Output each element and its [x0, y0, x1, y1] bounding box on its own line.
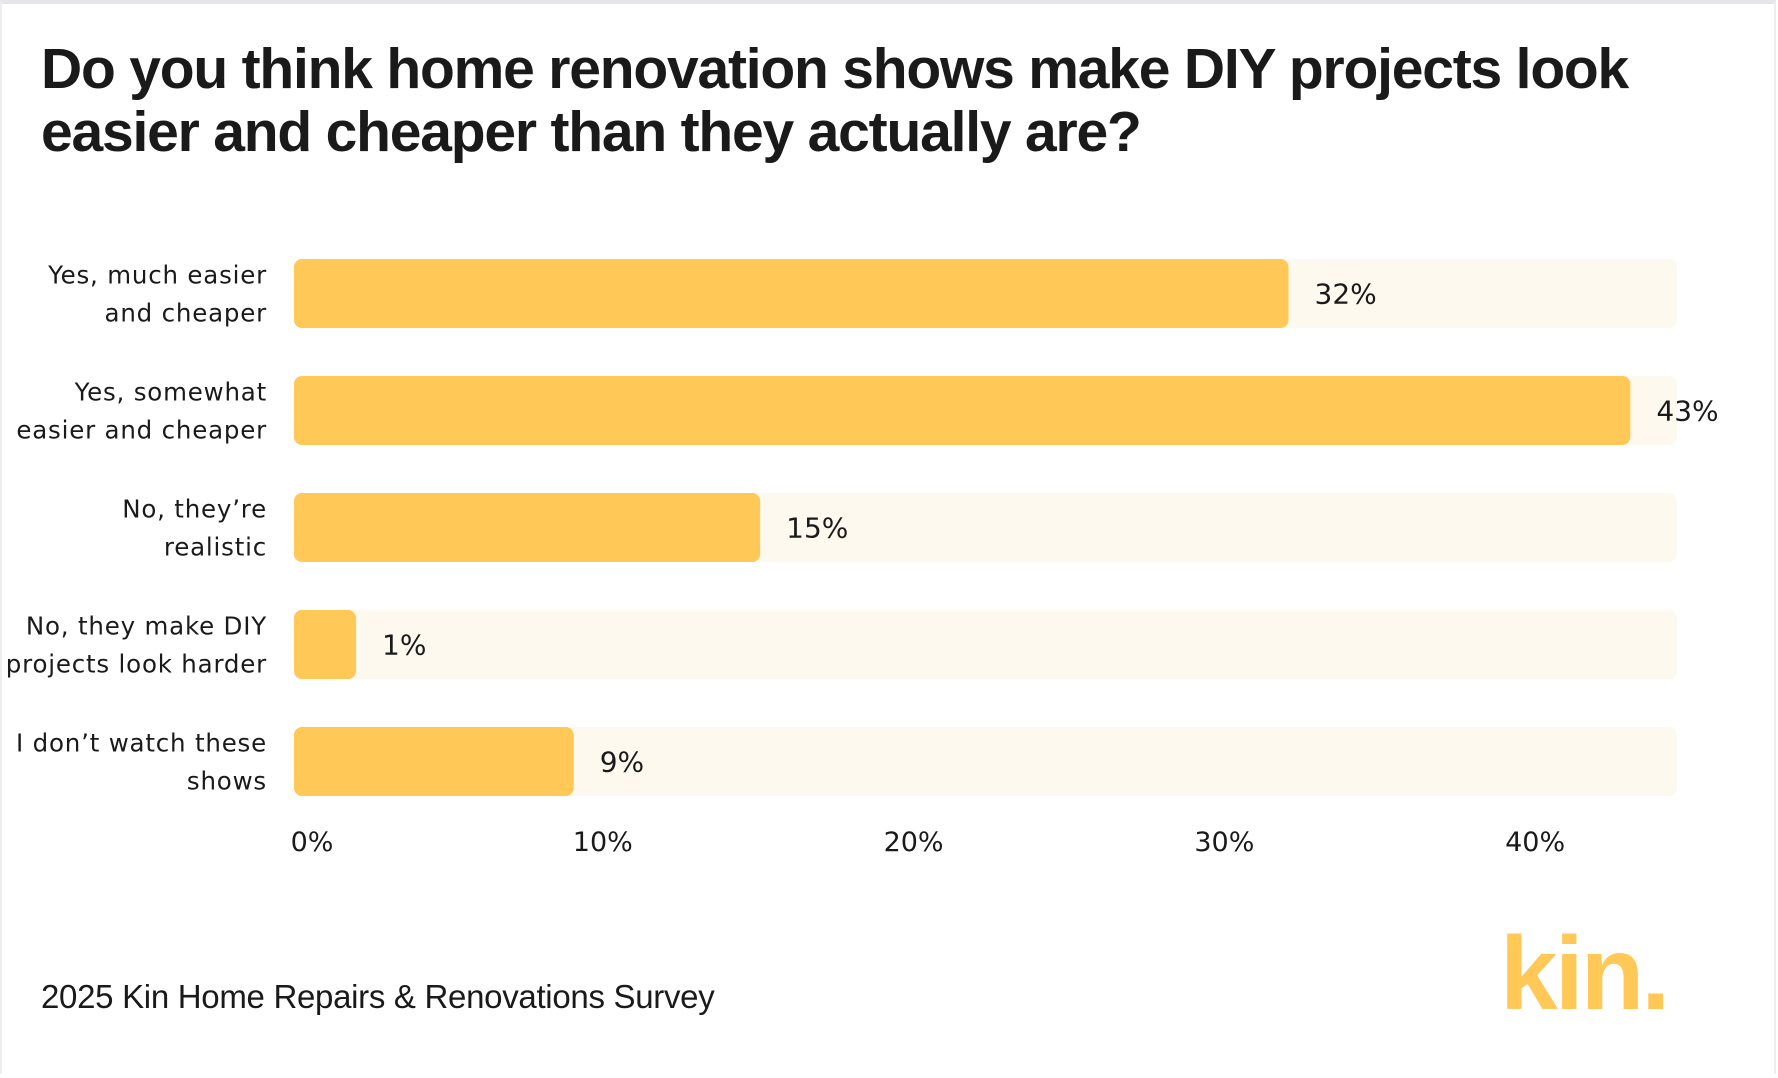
chart-title: Do you think home renovation shows make … — [41, 37, 1629, 164]
bar-4 — [294, 610, 356, 679]
category-label: realistic — [164, 533, 267, 562]
bar-2 — [294, 376, 1631, 445]
category-label: No, they’re — [122, 495, 267, 524]
value-label: 15% — [786, 512, 848, 545]
value-label: 9% — [600, 746, 644, 779]
x-tick-label: 20% — [884, 827, 944, 858]
survey-source: 2025 Kin Home Repairs & Renovations Surv… — [41, 978, 715, 1015]
bar-track — [294, 610, 1677, 679]
x-tick-label: 30% — [1194, 827, 1254, 858]
bar-3 — [294, 493, 761, 562]
category-label: projects look harder — [6, 650, 267, 679]
x-tick-label: 40% — [1505, 827, 1565, 858]
category-label: I don’t watch these — [16, 729, 267, 758]
kin-logo: kin. — [1500, 916, 1670, 1032]
x-tick-label: 10% — [573, 827, 633, 858]
bar-track — [294, 727, 1677, 796]
category-label: Yes, much easier — [47, 261, 267, 290]
category-label: shows — [187, 767, 267, 796]
bar-chart: 32% Yes, much easier and cheaper 43% Yes, so… — [6, 259, 1719, 858]
value-label: 43% — [1656, 395, 1718, 428]
bar-1 — [294, 259, 1289, 328]
value-label: 1% — [382, 629, 426, 662]
x-tick-label: 0% — [291, 827, 334, 858]
category-label: Yes, somewhat — [74, 378, 267, 407]
value-label: 32% — [1315, 278, 1377, 311]
category-label: and cheaper — [105, 299, 268, 328]
category-label: easier and cheaper — [16, 416, 267, 445]
category-label: No, they make DIY — [26, 612, 267, 641]
bar-5 — [294, 727, 574, 796]
